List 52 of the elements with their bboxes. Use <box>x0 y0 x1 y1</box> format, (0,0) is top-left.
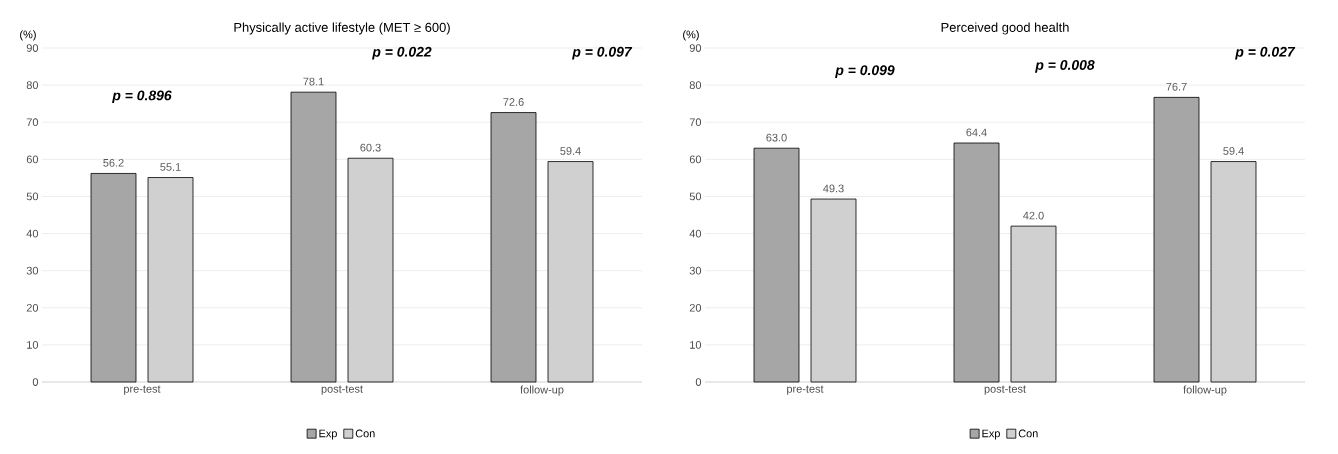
y-tick-label: 20 <box>689 303 702 312</box>
y-tick-label: 20 <box>26 303 39 312</box>
annotation: p = 0.896 <box>112 90 172 104</box>
data-label: 55.1 <box>160 163 181 171</box>
y-tick-label: 70 <box>689 118 702 127</box>
chart-title: Perceived good health <box>941 22 1069 35</box>
data-label: 78.1 <box>303 77 324 86</box>
x-tick-label: follow-up <box>1183 385 1227 396</box>
y-tick-label: 60 <box>26 155 39 164</box>
legend-label: Con <box>355 429 375 438</box>
y-tick-label: 80 <box>26 81 39 89</box>
annotation: p = 0.099 <box>835 65 895 78</box>
x-tick-label: pre-test <box>124 385 161 395</box>
y-tick-label: 10 <box>27 341 39 349</box>
legend-label: Con <box>1018 429 1038 438</box>
y-tick-label: 0 <box>32 378 39 386</box>
y-tick-label: 10 <box>690 341 702 349</box>
x-tick-label: pre-test <box>787 385 824 395</box>
legend-label: Exp <box>319 429 337 440</box>
x-tick-label: post-test <box>321 385 363 395</box>
data-label: 63.0 <box>766 133 787 142</box>
y-tick-label: 60 <box>689 155 702 164</box>
y-tick-label: 30 <box>689 266 702 275</box>
legend-label: Exp <box>982 429 1000 440</box>
data-label: 76.7 <box>1166 82 1187 91</box>
y-tick-label: 90 <box>26 44 39 52</box>
data-label: 59.4 <box>560 147 581 155</box>
data-label: 49.3 <box>823 184 844 193</box>
data-label: 42.0 <box>1023 211 1044 220</box>
annotation: p = 0.027 <box>1235 46 1296 60</box>
x-tick-label: post-test <box>984 385 1026 395</box>
data-label: 64.4 <box>966 128 987 137</box>
y-tick-label: 30 <box>26 266 39 275</box>
chart-title: Physically active lifestyle (MET ≥ 600) <box>234 22 450 35</box>
y-axis-title: (%) <box>20 30 36 41</box>
data-label: 56.2 <box>103 158 124 167</box>
y-tick-label: 40 <box>689 229 702 238</box>
y-tick-label: 90 <box>689 44 702 52</box>
y-tick-label: 40 <box>26 229 39 238</box>
data-label: 59.4 <box>1223 147 1244 155</box>
y-axis-title: (%) <box>683 30 699 41</box>
y-tick-label: 0 <box>695 378 702 386</box>
annotation: p = 0.008 <box>1035 60 1095 73</box>
data-label: 60.3 <box>360 143 381 152</box>
y-tick-label: 70 <box>26 118 39 127</box>
y-tick-label: 80 <box>689 81 702 89</box>
x-tick-label: follow-up <box>520 385 564 396</box>
annotation: p = 0.022 <box>372 46 432 60</box>
y-tick-label: 50 <box>689 192 702 201</box>
data-label: 72.6 <box>503 98 524 106</box>
annotation: p = 0.097 <box>572 46 633 60</box>
y-tick-label: 50 <box>26 192 39 201</box>
